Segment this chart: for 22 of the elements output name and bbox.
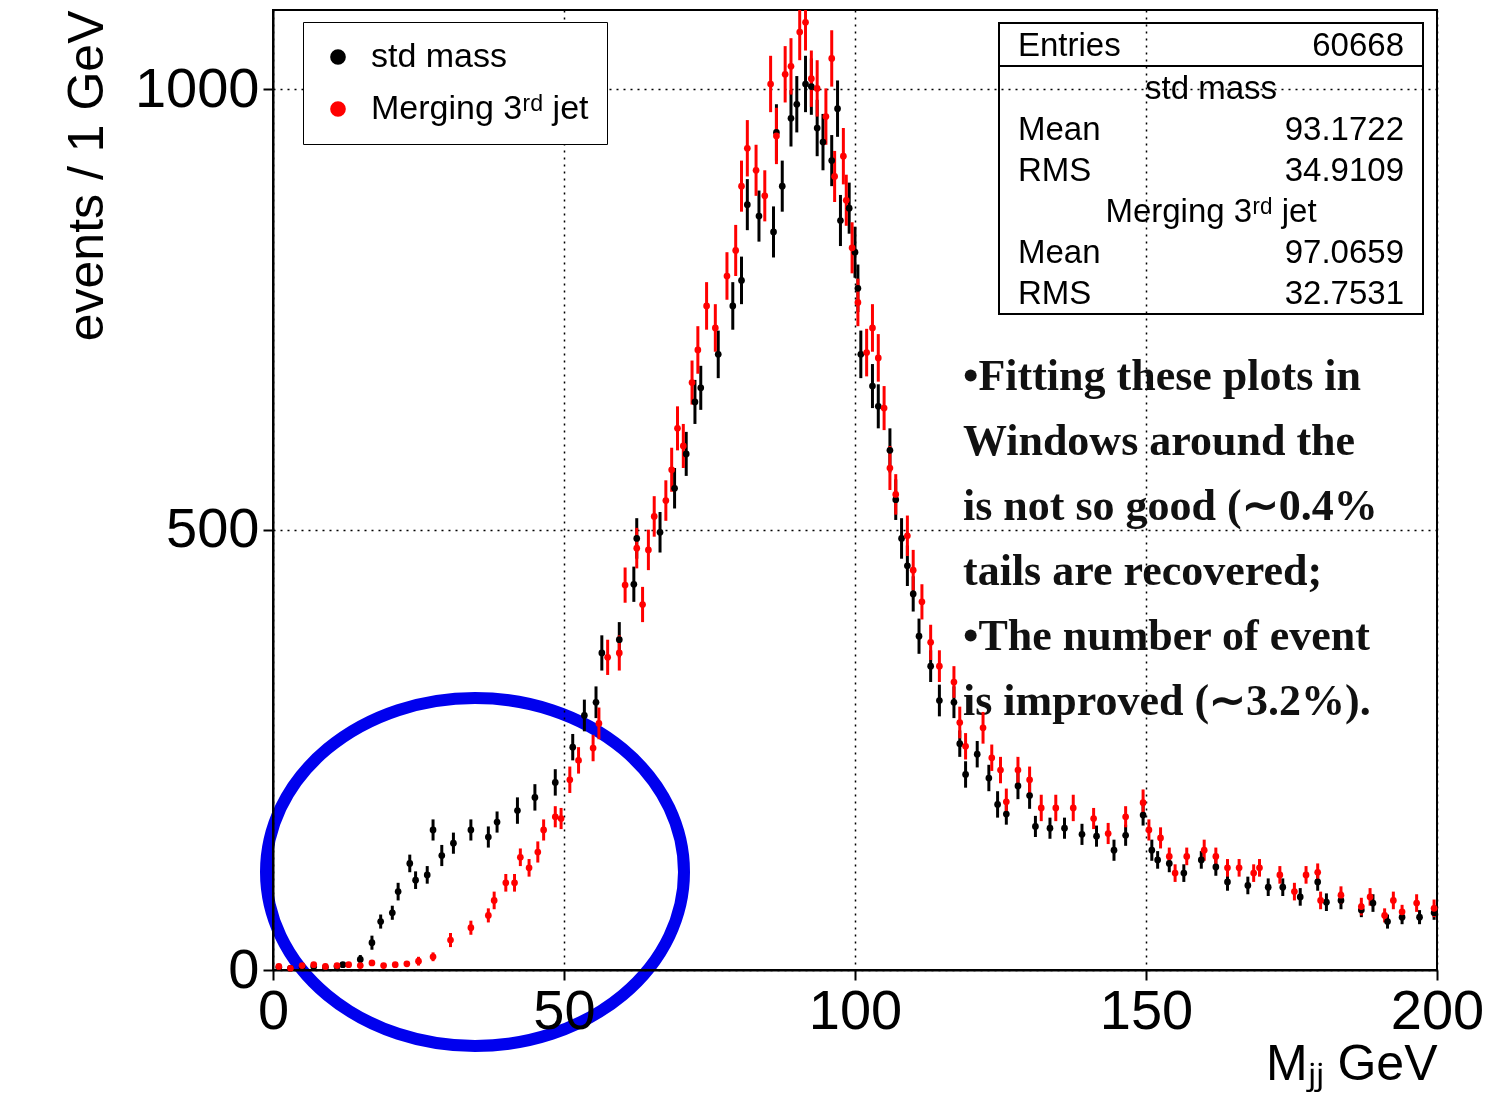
text: Entries 60668 bbox=[1018, 26, 1404, 63]
legend-label: Merging 3ʳᵈ jet bbox=[371, 88, 590, 126]
y-tick-label: 0 bbox=[228, 936, 260, 1000]
x-tick-label: 50 bbox=[533, 977, 596, 1041]
x-tick-label: 150 bbox=[1099, 977, 1194, 1041]
y-axis-title: events / 1 GeV bbox=[57, 9, 114, 342]
y-tick-label: 500 bbox=[166, 496, 260, 560]
text: RMS 32.7531 bbox=[1018, 274, 1404, 311]
legend-label: std mass bbox=[371, 36, 508, 74]
annotation: •The number of event bbox=[963, 610, 1371, 662]
text: RMS 34.9109 bbox=[1018, 151, 1404, 188]
annotation: Merging 3ʳᵈ jet bbox=[1104, 191, 1318, 231]
text: Mean 93.1722 bbox=[1018, 110, 1404, 147]
annotation: •Fitting these plots in bbox=[963, 350, 1362, 402]
x-tick-label: 100 bbox=[808, 977, 903, 1041]
annotation: std mass bbox=[1143, 68, 1278, 108]
annotation: Windows around the bbox=[963, 415, 1357, 467]
annotation: is improved (∼3.2%). bbox=[963, 675, 1372, 727]
y-tick-label: 1000 bbox=[134, 55, 260, 119]
annotation: is not so good (∼0.4% bbox=[963, 480, 1378, 532]
annotation: tails are recovered; bbox=[963, 545, 1324, 597]
text: Mean 97.0659 bbox=[1018, 233, 1404, 270]
